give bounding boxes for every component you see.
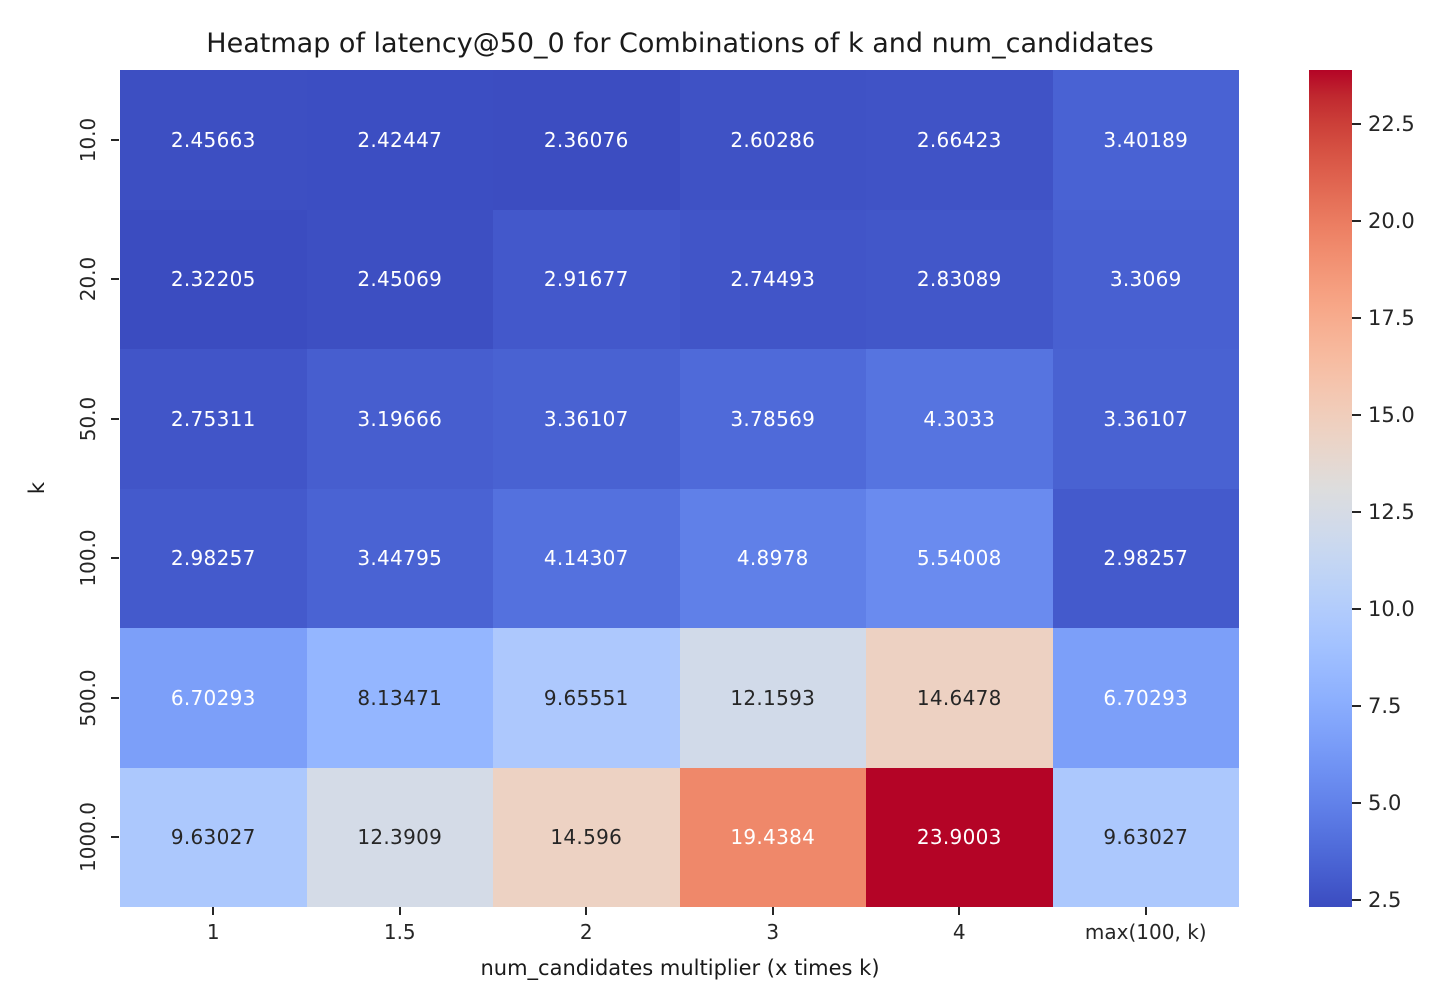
y-tick-mark	[111, 278, 119, 281]
colorbar-tick-label: 5.0	[1368, 791, 1402, 816]
y-tick-label: 1000.0	[76, 802, 100, 873]
heatmap-cell-r4c2: 9.65551	[493, 628, 680, 768]
y-tick-mark	[111, 557, 119, 560]
heatmap-cell-r4c5: 6.70293	[1052, 628, 1239, 768]
heatmap-cell-r4c3: 12.1593	[679, 628, 866, 768]
heatmap-cell-r2c5: 3.36107	[1052, 349, 1239, 489]
x-tick-mark	[212, 907, 215, 915]
y-tick-label: 100.0	[76, 529, 100, 587]
heatmap-cell-r4c4: 14.6478	[866, 628, 1053, 768]
heatmap-cell-r4c1: 8.13471	[306, 628, 493, 768]
heatmap-cell-r3c0: 2.98257	[120, 488, 307, 628]
heatmap-cell-r0c0: 2.45663	[120, 70, 307, 210]
colorbar-tick-label: 12.5	[1368, 500, 1415, 525]
colorbar-tick-mark	[1352, 802, 1361, 805]
heatmap-cell-r2c4: 4.3033	[866, 349, 1053, 489]
x-tick-mark	[771, 907, 774, 915]
heatmap-cell-r2c3: 3.78569	[679, 349, 866, 489]
colorbar-tick-label: 17.5	[1368, 306, 1415, 331]
colorbar-tick-label: 2.5	[1368, 888, 1402, 913]
colorbar-tick-mark	[1352, 123, 1361, 126]
heatmap-cell-r0c2: 2.36076	[493, 70, 680, 210]
heatmap-cell-r2c2: 3.36107	[493, 349, 680, 489]
colorbar-tick-mark	[1352, 705, 1361, 708]
colorbar-tick-label: 7.5	[1368, 694, 1402, 719]
heatmap-cell-r4c0: 6.70293	[120, 628, 307, 768]
y-tick-mark	[111, 417, 119, 420]
colorbar-tick-mark	[1352, 899, 1361, 901]
heatmap-cell-r0c4: 2.66423	[866, 70, 1053, 210]
heatmap-cell-r5c2: 14.596	[493, 767, 680, 907]
y-tick-label: 10.0	[76, 117, 100, 163]
heatmap-cell-r5c4: 23.9003	[866, 767, 1053, 907]
colorbar-tick-mark	[1352, 220, 1361, 223]
colorbar-tick-mark	[1352, 608, 1361, 611]
colorbar-tick-label: 15.0	[1368, 403, 1415, 428]
colorbar-tick-mark	[1352, 511, 1361, 514]
x-tick-label: 1.5	[383, 920, 416, 944]
heatmap-cell-r5c5: 9.63027	[1052, 767, 1239, 907]
x-tick-label: 2	[579, 920, 593, 944]
y-tick-mark	[111, 696, 119, 699]
x-tick-mark	[958, 907, 961, 915]
x-tick-label: 3	[766, 920, 780, 944]
y-axis-title: k	[25, 481, 49, 495]
y-tick-label: 50.0	[76, 396, 100, 442]
colorbar-tick-mark	[1352, 317, 1361, 320]
heatmap-cell-r3c5: 2.98257	[1052, 488, 1239, 628]
heatmap-cell-r5c1: 12.3909	[306, 767, 493, 907]
heatmap-cell-r2c0: 2.75311	[120, 349, 307, 489]
x-tick-label: max(100, k)	[1084, 920, 1207, 944]
heatmap-cell-r0c5: 3.40189	[1052, 70, 1239, 210]
colorbar-tick-mark	[1352, 414, 1361, 417]
colorbar-tick-label: 10.0	[1368, 597, 1415, 622]
heatmap-cell-r5c3: 19.4384	[679, 767, 866, 907]
x-tick-mark	[398, 907, 401, 915]
heatmap-cell-r3c1: 3.44795	[306, 488, 493, 628]
y-tick-label: 500.0	[76, 669, 100, 727]
heatmap-grid: 2.45663 2.42447 2.36076 2.60286 2.66423 3.401…	[120, 70, 1239, 907]
x-tick-mark	[1144, 907, 1147, 915]
heatmap-cell-r3c3: 4.8978	[679, 488, 866, 628]
y-tick-label: 20.0	[76, 256, 100, 302]
heatmap-cell-r1c4: 2.83089	[866, 209, 1053, 349]
heatmap-cell-r1c0: 2.32205	[120, 209, 307, 349]
y-tick-mark	[111, 836, 119, 839]
colorbar-tick-label: 22.5	[1368, 112, 1415, 137]
x-tick-label: 1	[206, 920, 220, 944]
x-tick-label: 4	[952, 920, 966, 944]
colorbar-tick-label: 20.0	[1368, 209, 1415, 234]
chart-title: Heatmap of latency@50_0 for Combinations…	[206, 28, 1154, 59]
heatmap-cell-r1c2: 2.91677	[493, 209, 680, 349]
heatmap-cell-r1c3: 2.74493	[679, 209, 866, 349]
heatmap-cell-r0c3: 2.60286	[679, 70, 866, 210]
heatmap-cell-r3c2: 4.14307	[493, 488, 680, 628]
colorbar-gradient	[1309, 70, 1352, 907]
heatmap-cell-r2c1: 3.19666	[306, 349, 493, 489]
heatmap-cell-r1c1: 2.45069	[306, 209, 493, 349]
y-tick-mark	[111, 138, 119, 141]
heatmap-cell-r0c1: 2.42447	[306, 70, 493, 210]
heatmap-cell-r5c0: 9.63027	[120, 767, 307, 907]
heatmap-cell-r3c4: 5.54008	[866, 488, 1053, 628]
x-axis-title: num_candidates multiplier (x times k)	[480, 956, 880, 980]
x-tick-mark	[585, 907, 588, 915]
heatmap-cell-r1c5: 3.3069	[1052, 209, 1239, 349]
